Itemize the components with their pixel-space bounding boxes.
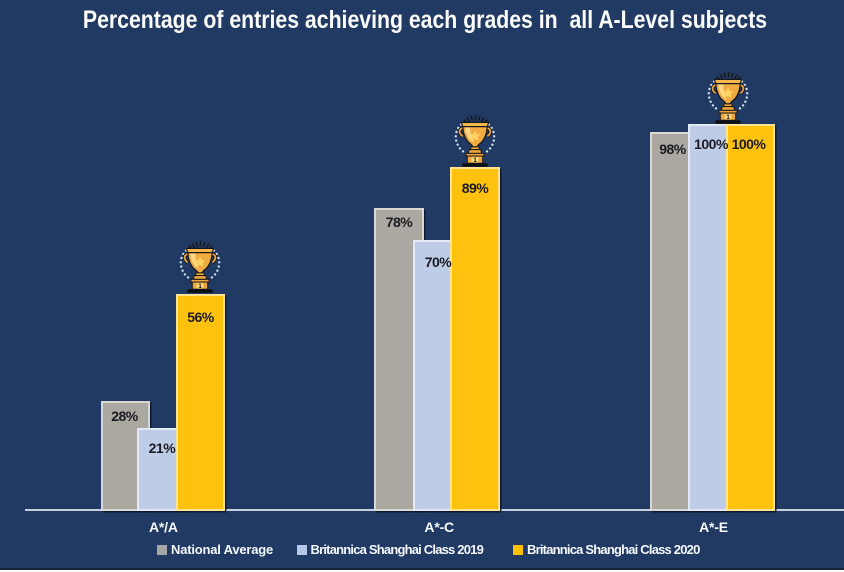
svg-text:1: 1	[473, 157, 477, 164]
svg-text:1: 1	[198, 283, 202, 290]
svg-text:1: 1	[727, 114, 731, 121]
